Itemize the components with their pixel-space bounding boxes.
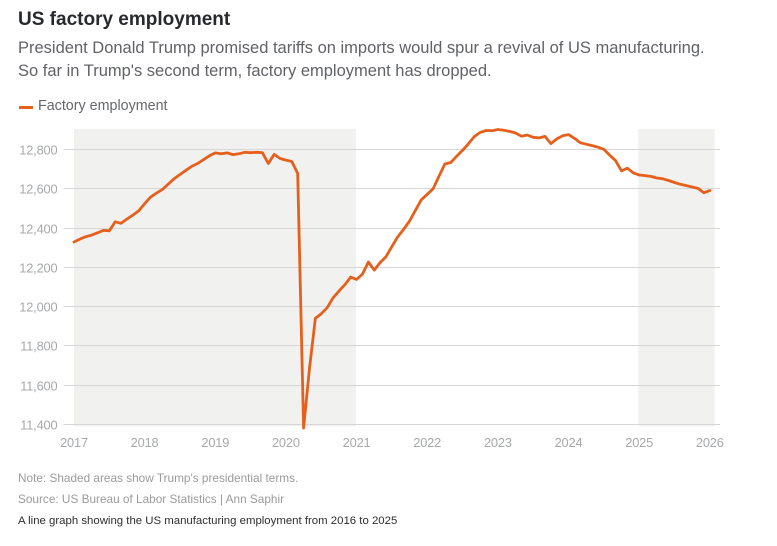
svg-text:12,200: 12,200 (19, 261, 57, 276)
svg-text:12,000: 12,000 (19, 300, 57, 315)
svg-text:11,400: 11,400 (20, 418, 57, 433)
svg-text:12,400: 12,400 (19, 222, 57, 237)
svg-text:11,800: 11,800 (20, 339, 57, 354)
svg-text:2026: 2026 (696, 435, 724, 450)
svg-text:2022: 2022 (413, 435, 441, 450)
svg-text:12,600: 12,600 (19, 182, 57, 197)
svg-text:2024: 2024 (555, 435, 583, 450)
svg-text:2018: 2018 (131, 435, 159, 450)
svg-text:2020: 2020 (272, 435, 300, 450)
svg-text:2021: 2021 (343, 435, 371, 450)
svg-text:2023: 2023 (484, 435, 512, 450)
svg-text:2019: 2019 (201, 435, 229, 450)
svg-text:2017: 2017 (60, 435, 88, 450)
svg-text:12,800: 12,800 (19, 143, 57, 158)
svg-text:2025: 2025 (625, 435, 653, 450)
svg-text:11,600: 11,600 (20, 379, 57, 394)
